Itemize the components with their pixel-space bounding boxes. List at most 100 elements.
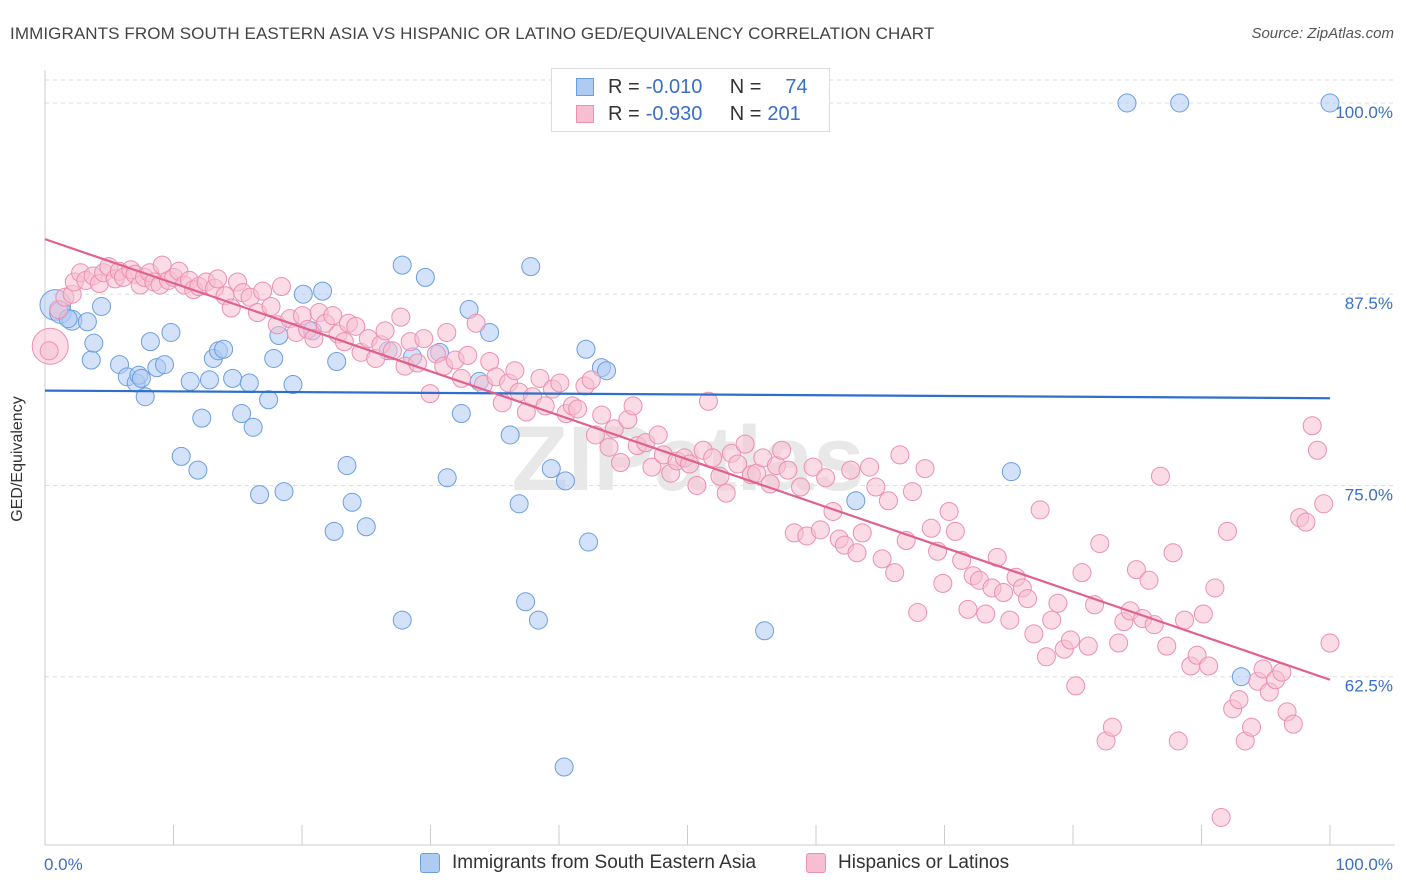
source-credit: Source: ZipAtlas.com [1251, 25, 1394, 42]
legend-n-label: N = [729, 75, 762, 98]
blue-point [342, 492, 362, 512]
blue-point [509, 494, 529, 514]
pink-point [890, 445, 910, 465]
blue-point [755, 621, 775, 641]
pink-point [698, 391, 718, 411]
pink-point [976, 604, 996, 624]
y-tick-label: 100.0% [1335, 103, 1393, 122]
blue-point [541, 459, 561, 479]
legend-item-pink: Hispanics or Latinos [806, 852, 1009, 874]
pink-point [872, 549, 892, 569]
pink-point [581, 370, 601, 390]
pink-point [1090, 534, 1110, 554]
blue-point [1231, 667, 1251, 687]
blue-point [576, 339, 596, 359]
pink-point [623, 396, 643, 416]
blue-point [92, 296, 112, 316]
blue-point [415, 267, 435, 287]
blue-point [171, 446, 191, 466]
blue-point [846, 491, 866, 511]
pink-point [437, 322, 457, 342]
blue-point [180, 371, 200, 391]
pink-point [530, 368, 550, 388]
legend-label-blue: Immigrants from South Eastern Asia [452, 852, 757, 873]
pink-point [1109, 633, 1129, 653]
pink-point [866, 477, 886, 497]
blue-point [327, 352, 347, 372]
blue-point [239, 373, 259, 393]
chart-title: IMMIGRANTS FROM SOUTH EASTERN ASIA VS HI… [10, 24, 935, 43]
pink-point [323, 306, 343, 326]
blue-point [324, 521, 344, 541]
pink-point [261, 296, 281, 316]
pink-point [1163, 543, 1183, 563]
pink-point [1168, 731, 1188, 751]
blue-point [84, 333, 104, 353]
pink-point [611, 453, 631, 472]
tick-labels: 62.5% 75.0% 87.5% 100.0% 0.0% 100.0% [44, 103, 1393, 874]
pink-point [1217, 521, 1237, 541]
pink-point [568, 399, 588, 419]
blue-point [274, 482, 294, 502]
blue-point [337, 456, 357, 476]
legend-n-value: 201 [767, 102, 801, 125]
pink-point [810, 520, 830, 540]
pink-point [1242, 717, 1262, 737]
pink-point [208, 269, 228, 289]
pink-point [1229, 690, 1249, 710]
pink-point [1211, 807, 1231, 827]
blue-point [528, 610, 548, 630]
pink-point [902, 482, 922, 502]
legend-row-pink: R = -0.930 N = 201 [576, 101, 801, 127]
blue-point [1170, 93, 1190, 113]
pink-point [852, 523, 872, 543]
pink-point [391, 307, 411, 327]
pink-point [1193, 604, 1213, 624]
pink-point [1199, 656, 1219, 676]
pink-point [847, 543, 867, 563]
blue-point [188, 460, 208, 480]
y-tick-label: 87.5% [1345, 294, 1393, 313]
pink-point [592, 405, 612, 425]
pink-point [1078, 636, 1098, 656]
pink-point [994, 583, 1014, 603]
blue-point [500, 425, 520, 445]
y-axis-label: GED/Equivalency [9, 396, 26, 522]
pink-point [915, 459, 935, 479]
pink-point [253, 281, 273, 301]
pink-point [1024, 624, 1044, 644]
pink-point [382, 341, 402, 361]
pink-point [728, 454, 748, 474]
blue-point [293, 284, 313, 304]
blue-point [516, 592, 536, 612]
pink-point [1139, 570, 1159, 590]
pink-point [466, 313, 486, 333]
legend-swatch-pink [806, 853, 826, 873]
x-tick-label-min: 0.0% [44, 855, 83, 874]
pink-point [1072, 563, 1092, 583]
blue-point [161, 322, 181, 342]
blue-point [192, 408, 212, 428]
legend-row-blue: R = -0.010 N = 74 [576, 74, 808, 100]
legend-r-value: -0.930 [645, 102, 703, 125]
legend-swatch-blue [576, 78, 594, 96]
blue-point [392, 610, 412, 630]
legend-r-label: R = [608, 75, 640, 98]
pink-point [921, 518, 941, 538]
blue-point [232, 404, 252, 424]
pink-point [908, 602, 928, 622]
x-tick-label-max: 100.0% [1335, 855, 1393, 874]
pink-point [304, 329, 324, 349]
pink-point [958, 599, 978, 619]
data-points [31, 93, 1340, 827]
pink-point [648, 425, 668, 445]
blue-point [140, 332, 160, 352]
legend-item-blue: Immigrants from South Eastern Asia [420, 852, 756, 874]
pink-point [1302, 416, 1322, 436]
pink-point [803, 457, 823, 477]
pink-point [1296, 512, 1316, 532]
pink-point [933, 573, 953, 593]
blue-point [283, 374, 303, 394]
correlation-legend: R = -0.010 N = 74 R = -0.930 N = 201 [551, 68, 830, 132]
